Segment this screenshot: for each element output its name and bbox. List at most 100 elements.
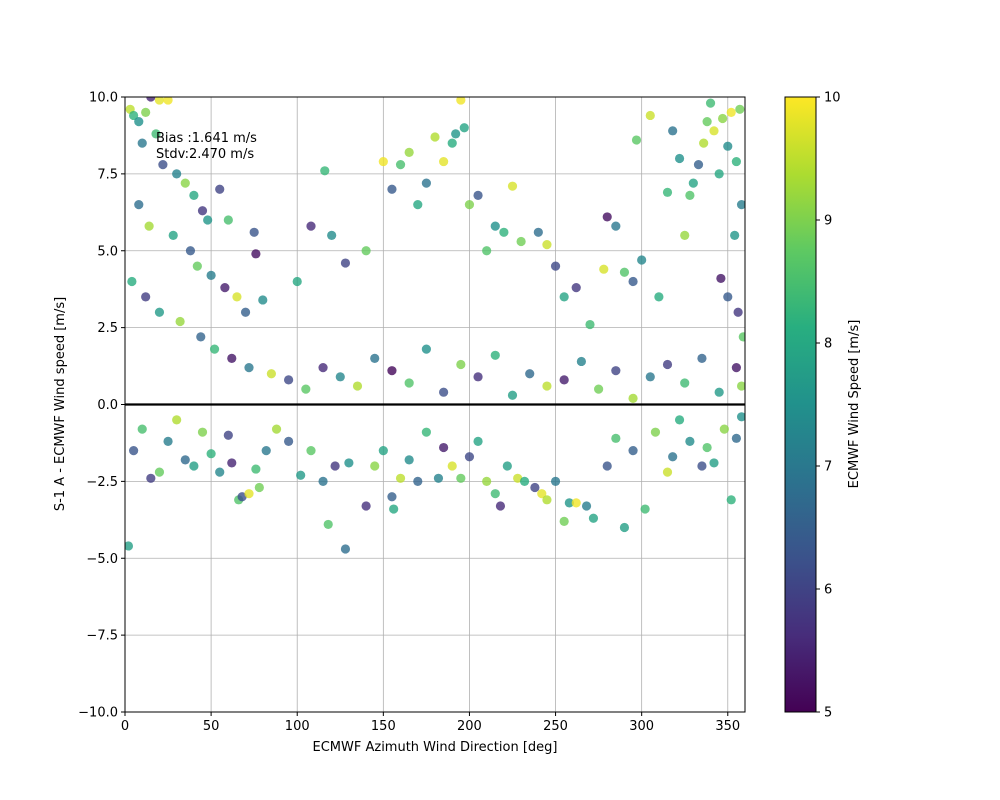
y-axis-label: S-1 A - ECMWF Wind speed [m/s] [53,297,68,511]
scatter-point [668,126,678,136]
scatter-point [361,501,371,511]
scatter-point [292,276,302,287]
scatter-point [196,332,206,342]
scatter-point [370,461,380,471]
scatter-point [137,138,147,148]
scatter-point [542,240,552,250]
scatter-point [550,261,561,271]
scatter-point [244,489,254,499]
scatter-point [271,424,282,434]
scatter-point [530,482,540,493]
scatter-point [361,246,371,256]
scatter-point [378,446,388,456]
scatter-point [227,353,237,363]
scatter-point [134,200,144,210]
y-tick-label: −2.5 [86,475,118,490]
scatter-point [473,190,483,200]
scatter-point [439,442,449,453]
scatter-point [571,498,581,508]
colorbar-tick-label: 5 [824,706,832,721]
scatter-point [240,307,251,317]
scatter-point [693,160,704,170]
scatter-point [702,117,712,127]
scatter-point [537,489,547,499]
scatter-point [723,141,733,151]
scatter-point [215,184,225,194]
scatter-point [542,381,552,391]
scatter-point [507,181,518,191]
scatter-point [685,436,695,446]
scatter-point [702,442,712,453]
scatter-point [258,295,268,305]
scatter-point [482,246,492,256]
scatter-point [736,381,745,391]
y-tick-label: 2.5 [97,321,118,336]
scatter-point [628,276,638,287]
scatter-point [736,200,745,210]
y-tick-label: −10.0 [78,706,118,721]
scatter-point [340,544,351,554]
scatter-point [662,187,673,197]
scatter-point [344,458,354,468]
scatter-point [220,283,230,293]
scatter-point [144,221,154,231]
scatter-point [585,319,595,330]
scatter-point [180,455,190,465]
scatter-point [223,215,233,225]
scatter-point [129,110,139,121]
scatter-point [628,393,638,403]
y-tick-label: 0.0 [97,398,118,413]
scatter-point [473,436,483,446]
scatter-point [456,473,466,483]
scatter-point [662,467,673,477]
scatter-point [645,110,655,121]
scatter-point [320,166,330,176]
scatter-point [731,363,741,373]
scatter-point [404,147,414,157]
scatter-point [519,476,530,486]
scatter-point [301,384,311,394]
scatter-point [680,230,690,240]
scatter-point [352,381,363,391]
scatter-point [719,424,729,434]
scatter-point [306,446,316,456]
scatter-point [688,178,698,188]
scatter-point [576,356,586,367]
scatter-point [637,255,647,265]
colorbar-tick-label: 6 [824,583,832,598]
scatter-point [421,178,431,188]
scatter-point [335,372,345,382]
scatter-point [731,433,741,443]
scatter-point [726,495,736,505]
scatter-point [709,126,719,136]
scatter-point [209,344,220,354]
scatter-point [421,427,431,437]
scatter-point [733,307,743,317]
scatter-points [125,97,745,554]
scatter-point [680,378,690,388]
scatter-point [141,292,151,302]
scatter-point [197,206,208,216]
y-tick-label: 5.0 [97,244,118,259]
scatter-point [284,375,294,385]
scatter-point [146,473,156,483]
scatter-point [464,452,475,462]
scatter-point [318,363,328,373]
scatter-point [564,498,574,508]
scatter-point [699,138,709,148]
scatter-point [726,107,736,117]
scatter-point [490,350,500,360]
scatter-point [602,461,612,471]
scatter-point [284,436,294,446]
scatter-point [611,366,621,376]
scatter-point [473,372,483,382]
scatter-point [421,344,431,354]
colorbar-tick-label: 7 [824,460,832,475]
scatter-point [685,190,695,200]
scatter-point [674,415,685,425]
x-tick-label: 150 [371,719,396,734]
scatter-point [502,461,512,471]
scatter-point [490,489,500,499]
scatter-point [370,353,380,363]
